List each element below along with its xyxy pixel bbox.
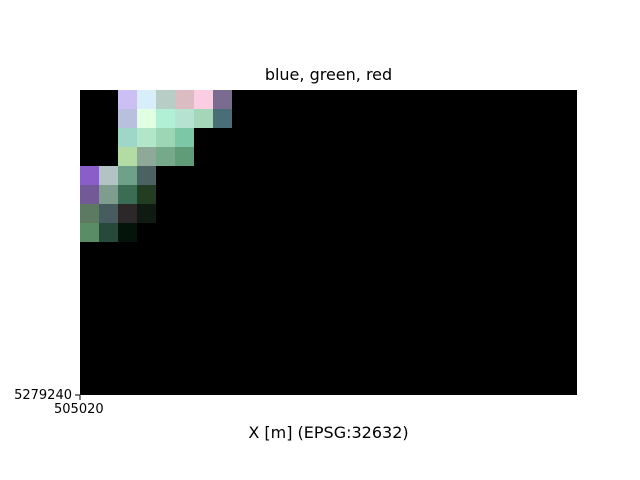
raster-cell: [118, 223, 137, 242]
raster-cell: [156, 147, 175, 166]
raster-cell: [99, 166, 118, 185]
raster-cell: [80, 223, 99, 242]
raster-cell: [99, 223, 118, 242]
raster-cell: [118, 147, 137, 166]
raster-cells: [80, 90, 232, 242]
raster-cell: [156, 128, 175, 147]
raster-cell: [80, 185, 99, 204]
raster-cell: [213, 90, 232, 109]
raster-cell: [194, 109, 213, 128]
raster-cell: [156, 109, 175, 128]
raster-cell: [137, 204, 156, 223]
raster-cell: [118, 128, 137, 147]
raster-cell: [175, 128, 194, 147]
raster-cell: [118, 185, 137, 204]
raster-cell: [137, 147, 156, 166]
raster-cell: [80, 204, 99, 223]
raster-cell: [99, 185, 118, 204]
raster-cell: [137, 185, 156, 204]
raster-cell: [118, 204, 137, 223]
raster-cell: [80, 166, 99, 185]
raster-cell: [137, 166, 156, 185]
raster-cell: [156, 90, 175, 109]
raster-cell: [118, 109, 137, 128]
raster-cell: [213, 109, 232, 128]
raster-cell: [118, 90, 137, 109]
raster-cell: [175, 90, 194, 109]
x-tick-label: 505020: [54, 402, 104, 417]
x-axis-label: X [m] (EPSG:32632): [248, 423, 409, 442]
raster-cell: [175, 147, 194, 166]
raster-cell: [194, 90, 213, 109]
chart-title: blue, green, red: [264, 65, 393, 84]
y-tick-label: 5279240: [14, 388, 72, 403]
raster-cell: [175, 109, 194, 128]
raster-cell: [137, 109, 156, 128]
raster-cell: [137, 90, 156, 109]
raster-cell: [99, 204, 118, 223]
raster-cell: [118, 166, 137, 185]
raster-cell: [137, 128, 156, 147]
